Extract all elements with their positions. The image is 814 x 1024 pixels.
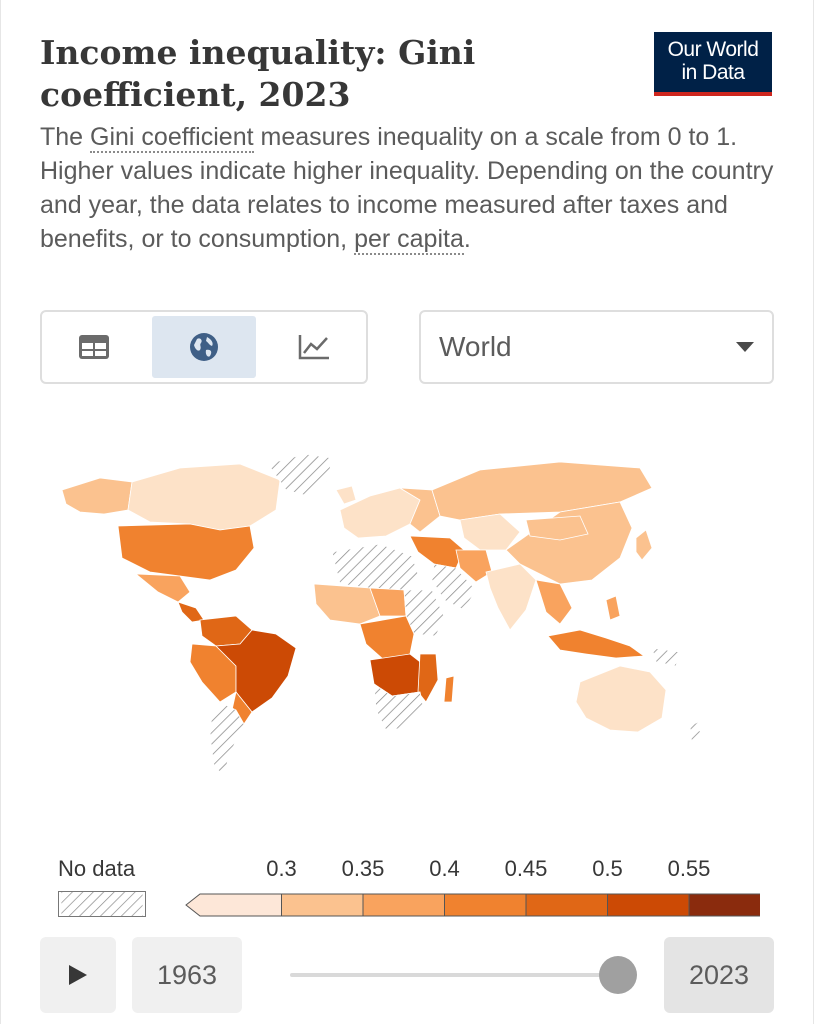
region-southeast-asia[interactable] xyxy=(535,579,573,625)
legend-bin-3[interactable] xyxy=(444,893,527,917)
region-china[interactable] xyxy=(505,501,633,585)
region-japan[interactable] xyxy=(635,529,653,561)
subtitle-text-2: measures inequality on a scale from 0 to… xyxy=(40,123,774,253)
logo-line1: Our World xyxy=(667,38,759,61)
region-usa[interactable] xyxy=(117,523,255,581)
play-icon xyxy=(69,965,87,985)
region-indonesia[interactable] xyxy=(547,629,646,659)
chart-subtitle: The Gini coefficient measures inequality… xyxy=(40,120,780,256)
region-argentina-chile[interactable] xyxy=(209,701,245,777)
tab-chart[interactable] xyxy=(262,312,366,382)
region-select[interactable]: World xyxy=(419,310,774,384)
legend-bin-0[interactable] xyxy=(185,893,282,917)
legend-no-data-label: No data xyxy=(58,856,136,881)
tab-table[interactable] xyxy=(42,312,146,382)
legend-bin-5[interactable] xyxy=(607,893,690,917)
region-iran[interactable] xyxy=(455,549,493,583)
timeline-slider-track[interactable] xyxy=(290,973,618,977)
region-north-africa[interactable] xyxy=(331,543,421,591)
table-icon xyxy=(79,335,109,359)
region-kazakhstan-central-asia[interactable] xyxy=(459,513,521,551)
logo-line2: in Data xyxy=(681,61,745,84)
start-year-button[interactable]: 1963 xyxy=(132,937,242,1013)
tab-map[interactable] xyxy=(152,316,256,378)
legend-tick-label: 0.35 xyxy=(341,856,385,881)
legend-tick-label: 0.4 xyxy=(429,856,460,881)
region-arabia[interactable] xyxy=(431,563,477,611)
region-west-africa[interactable] xyxy=(313,583,381,625)
legend-tick-label: 0.3 xyxy=(266,856,297,881)
region-mozambique-zimbabwe[interactable] xyxy=(417,653,439,703)
legend-bin-1[interactable] xyxy=(281,893,364,917)
view-tabs xyxy=(40,310,368,384)
region-mongolia[interactable] xyxy=(525,515,589,541)
legend-bin-4[interactable] xyxy=(525,893,608,917)
region-new-zealand[interactable] xyxy=(689,721,703,747)
legend-tick-label: 0.45 xyxy=(504,856,548,881)
world-map xyxy=(61,453,703,777)
subtitle-text-1: The xyxy=(40,123,91,151)
region-central-america[interactable] xyxy=(177,601,205,623)
legend-bin-6[interactable] xyxy=(688,893,760,917)
region-alaska[interactable] xyxy=(61,477,133,515)
line-chart-icon xyxy=(298,335,329,360)
legend-tick-label: 0.5 xyxy=(592,856,623,881)
gini-coefficient-link[interactable]: Gini coefficient xyxy=(90,123,254,153)
region-south-africa[interactable] xyxy=(373,683,425,731)
chart-title: Income inequality: Gini coefficient, 202… xyxy=(40,33,476,114)
region-png[interactable] xyxy=(651,647,681,667)
owid-logo[interactable]: Our World in Data xyxy=(654,32,772,96)
region-iceland-uk[interactable] xyxy=(335,485,357,505)
timeline-slider-thumb[interactable] xyxy=(599,956,637,994)
legend-bin-2[interactable] xyxy=(362,893,445,917)
region-philippines[interactable] xyxy=(605,595,621,621)
region-canada[interactable] xyxy=(127,463,281,531)
legend-tick-label: 0.55 xyxy=(667,856,711,881)
globe-icon xyxy=(190,333,218,361)
end-year-button[interactable]: 2023 xyxy=(664,937,774,1013)
region-central-africa[interactable] xyxy=(359,615,415,661)
play-button[interactable] xyxy=(40,937,116,1013)
region-australia[interactable] xyxy=(575,665,667,733)
region-madagascar[interactable] xyxy=(443,675,455,703)
region-india[interactable] xyxy=(485,563,537,631)
region-turkey-middle-east[interactable] xyxy=(409,535,465,569)
region-select-value: World xyxy=(439,331,512,362)
timeline-controls: 1963 2023 xyxy=(40,937,774,1013)
region-greenland[interactable] xyxy=(267,453,333,497)
legend-color-scale[interactable] xyxy=(180,888,760,922)
per-capita-link[interactable]: per capita xyxy=(354,225,464,255)
frame-left-border xyxy=(0,0,1,1024)
legend-no-data-swatch[interactable] xyxy=(58,891,146,917)
region-mexico[interactable] xyxy=(134,573,191,603)
subtitle-text-3: . xyxy=(463,225,471,253)
caret-down-icon xyxy=(736,342,754,352)
